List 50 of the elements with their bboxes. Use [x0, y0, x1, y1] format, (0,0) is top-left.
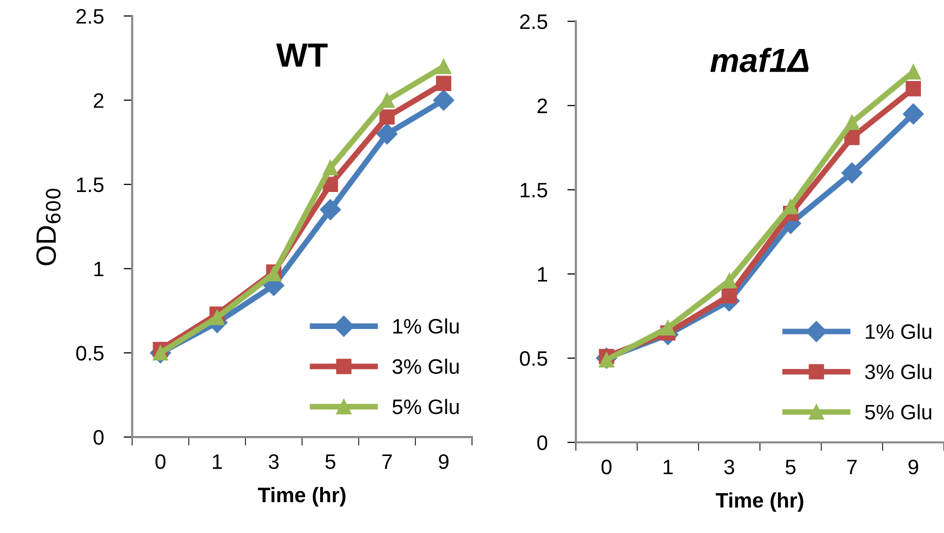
y-tick-label: 2	[538, 98, 548, 114]
point	[660, 320, 676, 336]
x-axis-title: Time (hr)	[258, 487, 346, 506]
x-tick-label: 3	[724, 460, 734, 474]
x-tick-label: 1	[664, 460, 673, 474]
point	[436, 58, 452, 74]
point	[209, 310, 225, 326]
point	[433, 90, 454, 111]
point	[322, 160, 338, 176]
y-tick-label: 0.5	[76, 346, 104, 361]
point	[844, 114, 860, 130]
y-tick-label: 2	[94, 93, 104, 108]
point	[722, 273, 737, 288]
point	[906, 81, 921, 96]
point	[379, 109, 395, 125]
x-axis-title: Time (hr)	[716, 492, 804, 512]
text: WT	[276, 44, 328, 67]
point	[376, 123, 398, 144]
legend-label: 3% Glu	[392, 358, 459, 374]
legend-label: 1% Glu	[866, 324, 932, 340]
point	[841, 162, 862, 184]
x-tick-label: 5	[325, 454, 336, 470]
y-tick-label: 2.5	[520, 14, 548, 30]
point	[320, 199, 341, 220]
x-tick-label: 9	[438, 454, 448, 470]
y-tick-label: 0.5	[520, 351, 548, 366]
legend-label: 5% Glu	[865, 404, 932, 420]
x-tick-label: 1	[212, 454, 222, 469]
x-tick-label: 5	[786, 460, 796, 474]
y-tick-label: 1.5	[77, 178, 104, 192]
point	[722, 288, 737, 304]
point	[902, 103, 924, 124]
x-tick-label: 0	[156, 454, 166, 470]
x-tick-label: 7	[382, 454, 392, 469]
y-tick-label: 0	[94, 430, 104, 445]
x-tick-label: 9	[908, 460, 918, 474]
point	[436, 76, 452, 91]
y-tick-label: 1	[94, 262, 104, 276]
x-tick-label: 7	[847, 460, 857, 474]
legend-label: 1% Glu	[393, 318, 459, 334]
legend-label: 5% Glu	[392, 398, 459, 414]
y-tick-label: 1	[538, 267, 548, 282]
y-tick-label: 2.5	[76, 8, 104, 24]
x-tick-label: 0	[602, 460, 612, 474]
x-tick-label: 3	[268, 454, 279, 470]
text: maf1Δ	[710, 48, 809, 72]
y-tick-label: 0	[537, 435, 548, 450]
y-tick-label: 1.5	[520, 182, 548, 198]
y-axis-title: OD$_{600}$	[36, 188, 61, 266]
legend-label: 3% Glu	[865, 364, 932, 380]
